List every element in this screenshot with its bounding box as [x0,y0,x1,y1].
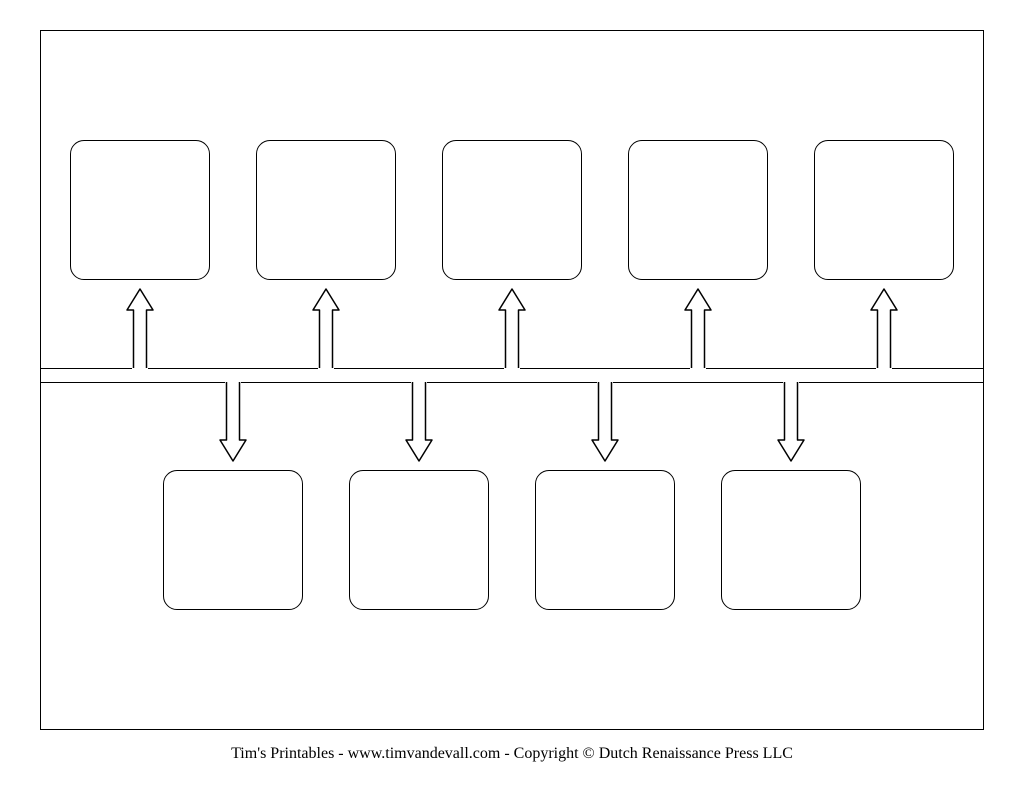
timeline-line-top-segment [892,368,984,369]
timeline-line-bottom-segment [427,382,597,383]
timeline-box-bottom-4 [721,470,861,610]
timeline-line-bottom-segment [613,382,783,383]
timeline-line-top-segment [148,368,318,369]
timeline-box-bottom-1 [163,470,303,610]
timeline-line-top-segment [520,368,690,369]
arrow-down-icon [590,382,620,464]
arrow-up-icon [869,288,899,370]
footer-text: Tim's Printables - www.timvandevall.com … [0,745,1024,763]
timeline-line-top-segment [40,368,132,369]
arrow-up-icon [497,288,527,370]
arrow-up-icon [683,288,713,370]
timeline-box-top-5 [814,140,954,280]
arrow-down-icon [218,382,248,464]
timeline-line-bottom-segment [241,382,411,383]
arrow-up-icon [311,288,341,370]
arrow-down-icon [776,382,806,464]
arrow-up-icon [125,288,155,370]
timeline-line-bottom-segment [799,382,984,383]
timeline-box-top-3 [442,140,582,280]
arrow-down-icon [404,382,434,464]
timeline-line-bottom-segment [40,382,225,383]
page: Tim's Printables - www.timvandevall.com … [0,0,1024,791]
timeline-box-top-1 [70,140,210,280]
timeline-box-bottom-3 [535,470,675,610]
timeline-box-top-2 [256,140,396,280]
timeline-box-top-4 [628,140,768,280]
outer-frame [40,30,984,730]
timeline-line-top-segment [334,368,504,369]
timeline-line-top-segment [706,368,876,369]
timeline-box-bottom-2 [349,470,489,610]
